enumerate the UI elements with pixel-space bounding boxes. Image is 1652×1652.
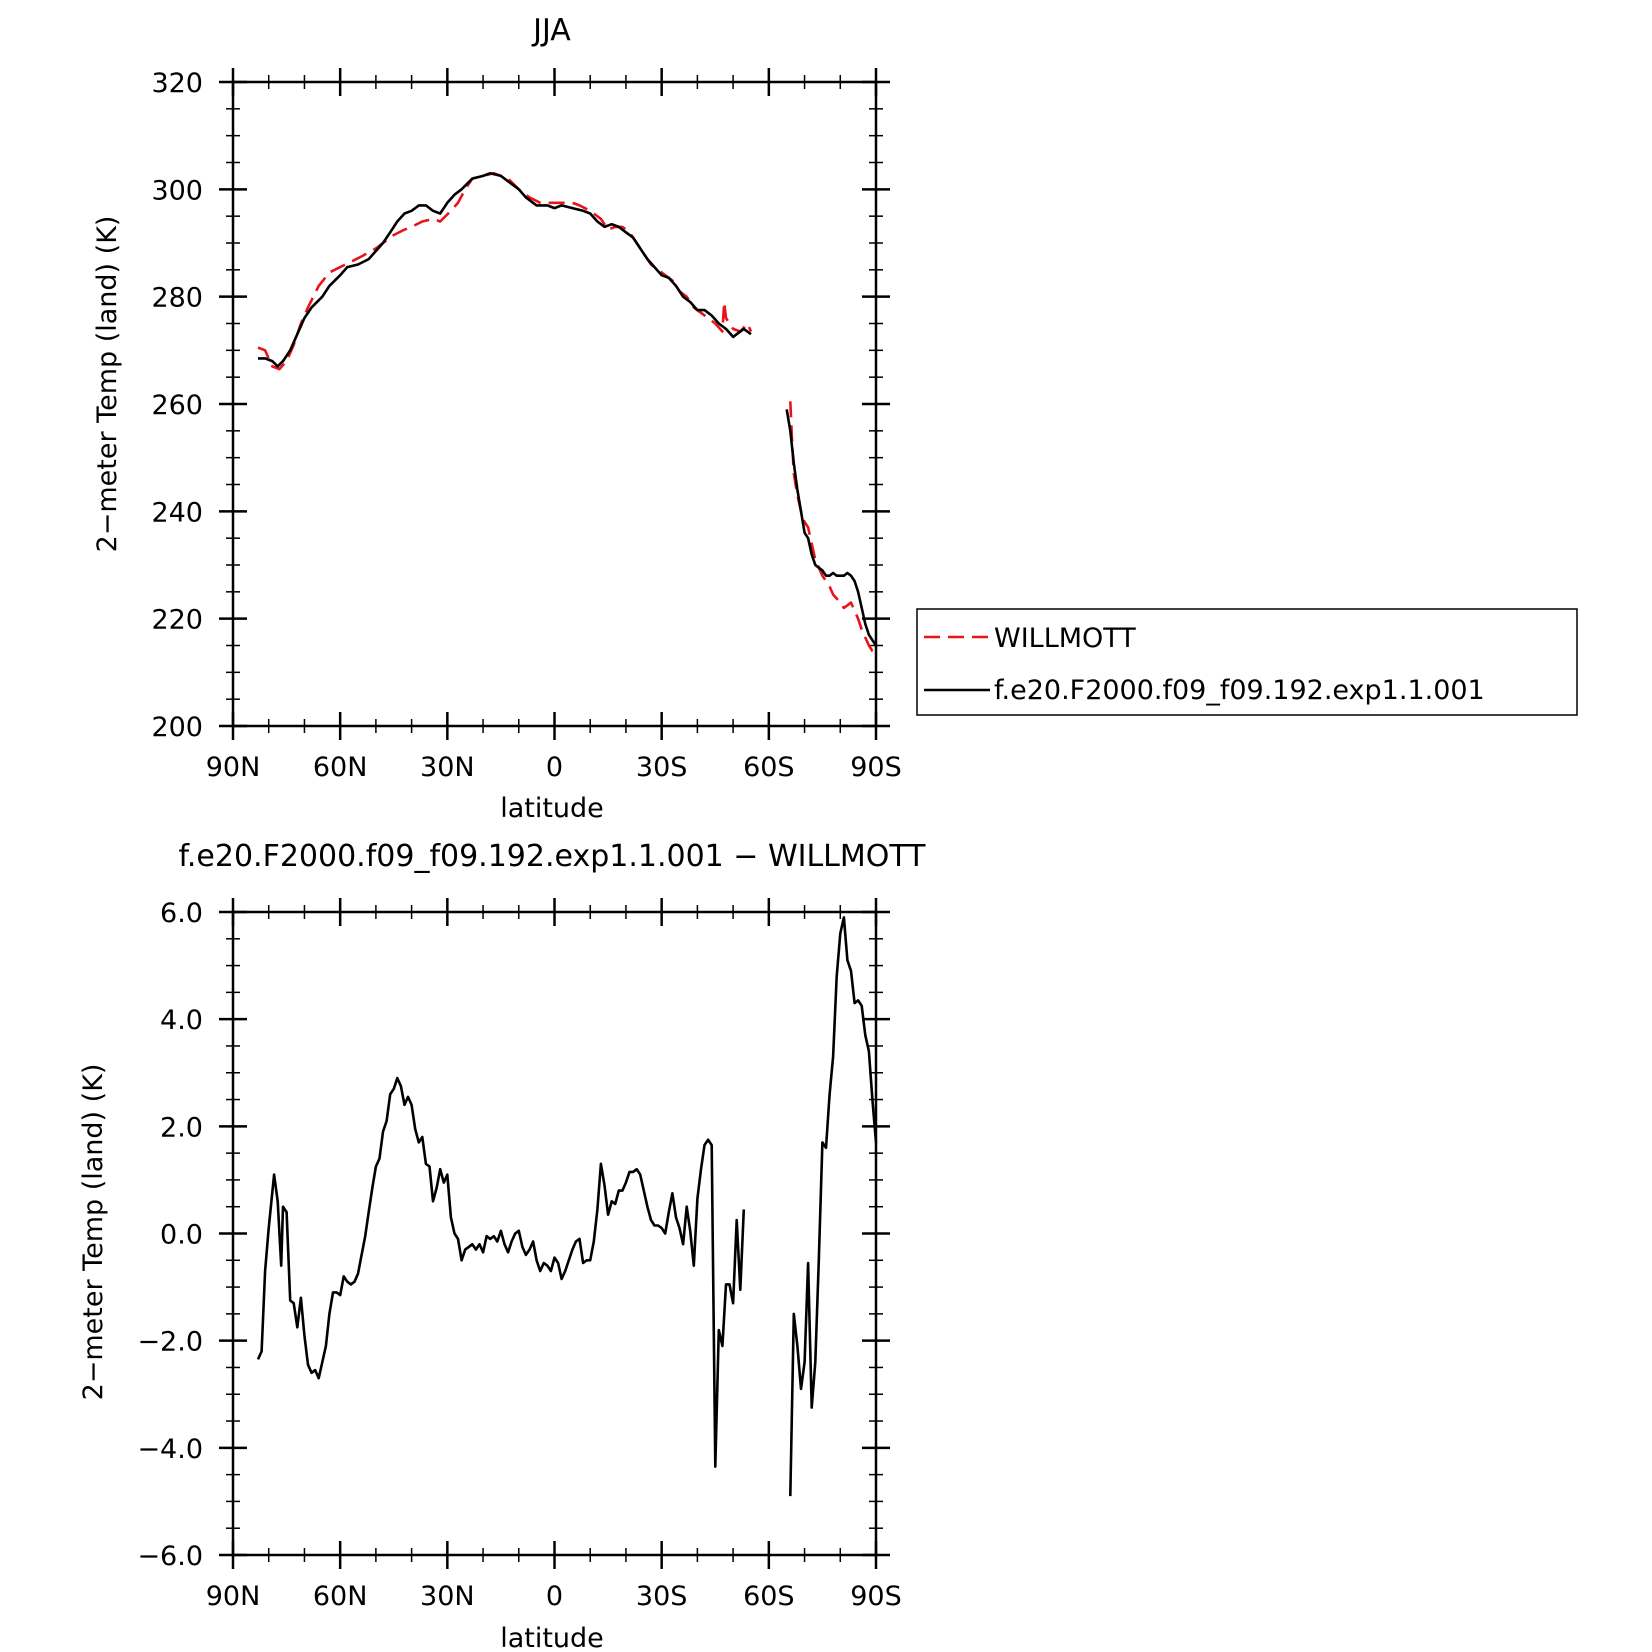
series-1-segment-1 bbox=[785, 409, 878, 647]
x-tick-label: 90S bbox=[850, 1581, 902, 1612]
legend-label-willmott: WILLMOTT bbox=[994, 623, 1136, 654]
chart-title: f.e20.F2000.f09_f09.192.exp1.1.001 − WIL… bbox=[178, 839, 926, 874]
temperature-chart: JJA 2−meter Temp (land) (K) latitude 200… bbox=[92, 13, 902, 824]
tick-layer: 200 220 240 260 280 300 320 90N 60N 30N 0 30S 60S 90S bbox=[151, 68, 902, 783]
x-tick-label: 60N bbox=[313, 1581, 368, 1612]
x-tick-label: 90N bbox=[206, 752, 261, 783]
legend: WILLMOTT f.e20.F2000.f09_f09.192.exp1.1.… bbox=[916, 608, 1578, 716]
y-tick-label: 260 bbox=[151, 390, 203, 421]
legend-box bbox=[916, 608, 1578, 716]
x-tick-label: 60S bbox=[743, 1581, 795, 1612]
series-0-segment-1 bbox=[789, 916, 878, 1497]
y-tick-label: 320 bbox=[151, 68, 203, 99]
series-0-segment-0 bbox=[256, 1076, 746, 1468]
y-tick-label: 6.0 bbox=[160, 898, 203, 929]
series-0-segment-0 bbox=[257, 171, 753, 371]
x-axis-title: latitude bbox=[500, 1623, 604, 1652]
x-tick-label: 0 bbox=[546, 1581, 563, 1612]
y-axis-title: 2−meter Temp (land) (K) bbox=[78, 1064, 109, 1401]
y-tick-label: 0.0 bbox=[160, 1220, 203, 1251]
tick-layer: −6.0 −4.0 −2.0 0.0 2.0 4.0 6.0 90N 60N 30N 0 30S 60S… bbox=[137, 898, 902, 1612]
difference-chart: f.e20.F2000.f09_f09.192.exp1.1.001 − WIL… bbox=[78, 839, 926, 1652]
y-tick-label: −2.0 bbox=[137, 1327, 203, 1358]
series-layer bbox=[256, 916, 878, 1497]
y-tick-label: 220 bbox=[151, 605, 203, 636]
series-layer bbox=[257, 171, 878, 653]
x-tick-label: 0 bbox=[546, 752, 563, 783]
plot-frame bbox=[231, 80, 878, 728]
series-1-segment-0 bbox=[258, 171, 752, 368]
x-tick-label: 90S bbox=[850, 752, 902, 783]
y-tick-label: 300 bbox=[151, 175, 203, 206]
y-axis-title: 2−meter Temp (land) (K) bbox=[92, 216, 123, 553]
x-tick-label: 90N bbox=[206, 1581, 261, 1612]
y-tick-label: 280 bbox=[151, 283, 203, 314]
x-tick-label: 30S bbox=[636, 1581, 688, 1612]
y-tick-label: 200 bbox=[151, 712, 203, 743]
x-tick-label: 30N bbox=[420, 752, 475, 783]
plot-frame bbox=[231, 910, 878, 1557]
y-tick-label: 240 bbox=[151, 497, 203, 528]
x-axis-title: latitude bbox=[500, 793, 604, 824]
x-tick-label: 60N bbox=[313, 752, 368, 783]
y-tick-label: −4.0 bbox=[137, 1434, 203, 1465]
y-tick-label: 2.0 bbox=[160, 1112, 203, 1143]
x-tick-label: 30N bbox=[420, 1581, 475, 1612]
x-tick-label: 30S bbox=[636, 752, 688, 783]
y-tick-label: −6.0 bbox=[137, 1541, 203, 1572]
x-tick-label: 60S bbox=[743, 752, 795, 783]
legend-label-model: f.e20.F2000.f09_f09.192.exp1.1.001 bbox=[994, 675, 1485, 706]
y-tick-label: 4.0 bbox=[160, 1005, 203, 1036]
chart-title: JJA bbox=[531, 13, 571, 48]
